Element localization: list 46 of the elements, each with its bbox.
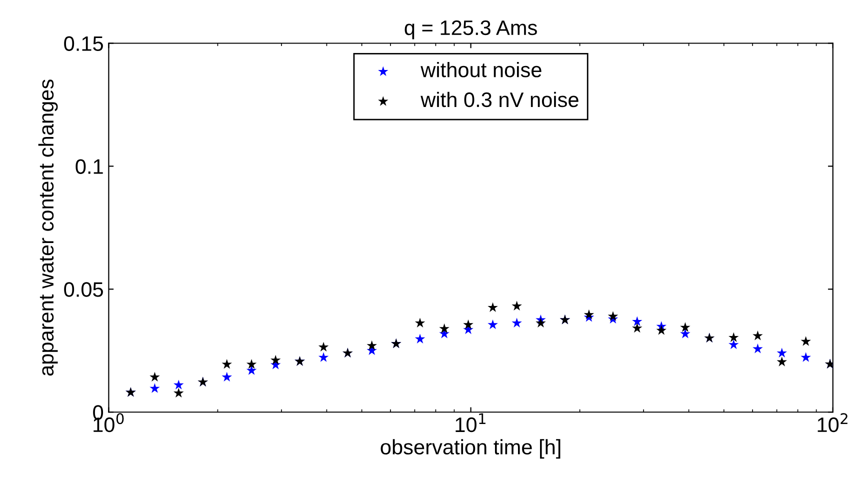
- point: [150, 383, 160, 393]
- point: [752, 330, 763, 340]
- x-axis-title: observation time [h]: [380, 439, 560, 459]
- point: [222, 372, 232, 382]
- y-axis-title: apparent water content changes: [38, 80, 58, 376]
- point: [632, 322, 642, 333]
- point: [800, 352, 811, 362]
- point: [270, 354, 281, 365]
- point: [512, 300, 522, 310]
- point: [632, 316, 642, 326]
- point: [414, 318, 426, 328]
- point: [488, 319, 498, 330]
- point: [536, 318, 546, 328]
- point: [150, 372, 160, 382]
- point: [776, 356, 787, 366]
- x-tick-label: 10$^{2}$: [818, 413, 848, 432]
- point: [246, 359, 257, 369]
- point: [246, 365, 257, 375]
- point: [512, 318, 522, 328]
- point: [584, 309, 594, 320]
- x-tick-label: 10$^{1}$: [456, 413, 486, 432]
- point: [728, 339, 739, 350]
- y-tick-label: 0.1: [76, 159, 103, 174]
- point: [776, 348, 787, 358]
- point: [318, 352, 329, 362]
- point: [366, 340, 377, 350]
- point: [439, 323, 450, 334]
- point: [680, 328, 690, 338]
- y-tick-label: 0.15: [64, 36, 103, 52]
- point: [222, 359, 232, 369]
- legend-label: with 0.3 nV noise: [420, 92, 578, 108]
- chart-title: q = 125.3 Ams: [404, 20, 537, 40]
- point: [463, 319, 474, 330]
- point: [728, 332, 739, 342]
- point: [680, 322, 690, 332]
- point: [174, 380, 184, 390]
- point: [488, 302, 498, 312]
- y-tick-label: 0.05: [64, 282, 103, 297]
- point: [174, 388, 184, 398]
- point: [608, 311, 618, 321]
- point: [656, 325, 666, 335]
- point: [800, 336, 811, 346]
- point: [318, 342, 329, 352]
- point: [414, 334, 426, 344]
- legend-label: without noise: [420, 62, 542, 78]
- point: [752, 344, 763, 354]
